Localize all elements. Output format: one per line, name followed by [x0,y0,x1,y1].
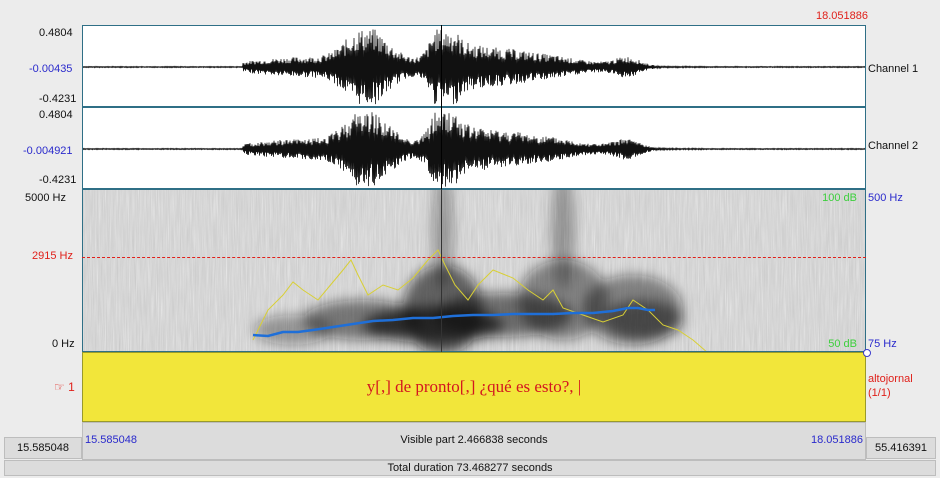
pointing-hand-icon: ☞ [54,380,65,394]
channel2-max-label: 0.4804 [39,109,73,121]
waveform-trace [83,29,865,105]
intensity-curve [252,249,707,351]
waveform-channel-2[interactable] [82,107,866,189]
tier-number-label[interactable]: ☞ 1 [54,380,75,394]
text-tier[interactable]: y[,] de pronto[,] ¿qué es esto?, | [82,352,866,422]
pitch-contour [252,306,655,338]
channel2-min-label: -0.4231 [39,174,77,186]
spectrogram-plot [83,190,865,351]
channel1-name: Channel 1 [868,63,919,75]
waveform-trace [83,112,865,188]
pitch-bottom-label: 75 Hz [868,338,897,350]
spectral-energy-region [433,190,453,290]
visible-end-time: 18.051886 [811,434,863,446]
tier-boundary-handle[interactable] [863,349,871,357]
spectral-energy-region [603,300,683,340]
tier-name-label: altojornal (1/1) [868,372,913,400]
spectro-cursor-freq: 2915 Hz [32,250,73,262]
intensity-top-label: 100 dB [822,192,857,204]
time-cursor-line[interactable] [441,25,442,189]
cursor-time-label: 18.051886 [816,10,868,22]
channel2-mid-label: -0.004921 [23,145,73,157]
visible-part-bar[interactable]: 15.585048 Visible part 2.466838 seconds … [82,422,866,460]
spectrogram-panel[interactable]: 100 dB 50 dB [82,189,866,352]
visible-start-time: 15.585048 [85,434,137,446]
spectro-top-freq: 5000 Hz [25,192,66,204]
time-cursor-line-spectro [441,189,442,352]
intensity-bottom-label: 50 dB [828,338,857,350]
window-right-time-box[interactable]: 55.416391 [866,437,936,459]
spectral-energy-region [253,315,333,345]
tier-name: altojornal [868,373,913,385]
waveform-channel-2-plot [83,112,865,188]
tier-count: (1/1) [868,387,891,399]
waveform-channel-1[interactable] [82,25,866,107]
channel1-min-label: -0.4231 [39,93,77,105]
spectro-bottom-freq: 0 Hz [52,338,75,350]
tier-number: 1 [68,380,75,394]
spectral-energy-region [551,190,575,290]
visible-part-label: Visible part 2.466838 seconds [400,434,548,446]
frequency-cursor-line [82,257,866,258]
total-duration-bar[interactable]: Total duration 73.468277 seconds [4,460,936,476]
channel1-max-label: 0.4804 [39,27,73,39]
pitch-top-label: 500 Hz [868,192,903,204]
tier-interval-text[interactable]: y[,] de pronto[,] ¿qué es esto?, | [366,377,582,396]
channel1-mid-label: -0.00435 [29,63,73,75]
window-left-time-box[interactable]: 15.585048 [4,437,82,459]
channel2-name: Channel 2 [868,140,919,152]
waveform-channel-1-plot [83,29,865,105]
